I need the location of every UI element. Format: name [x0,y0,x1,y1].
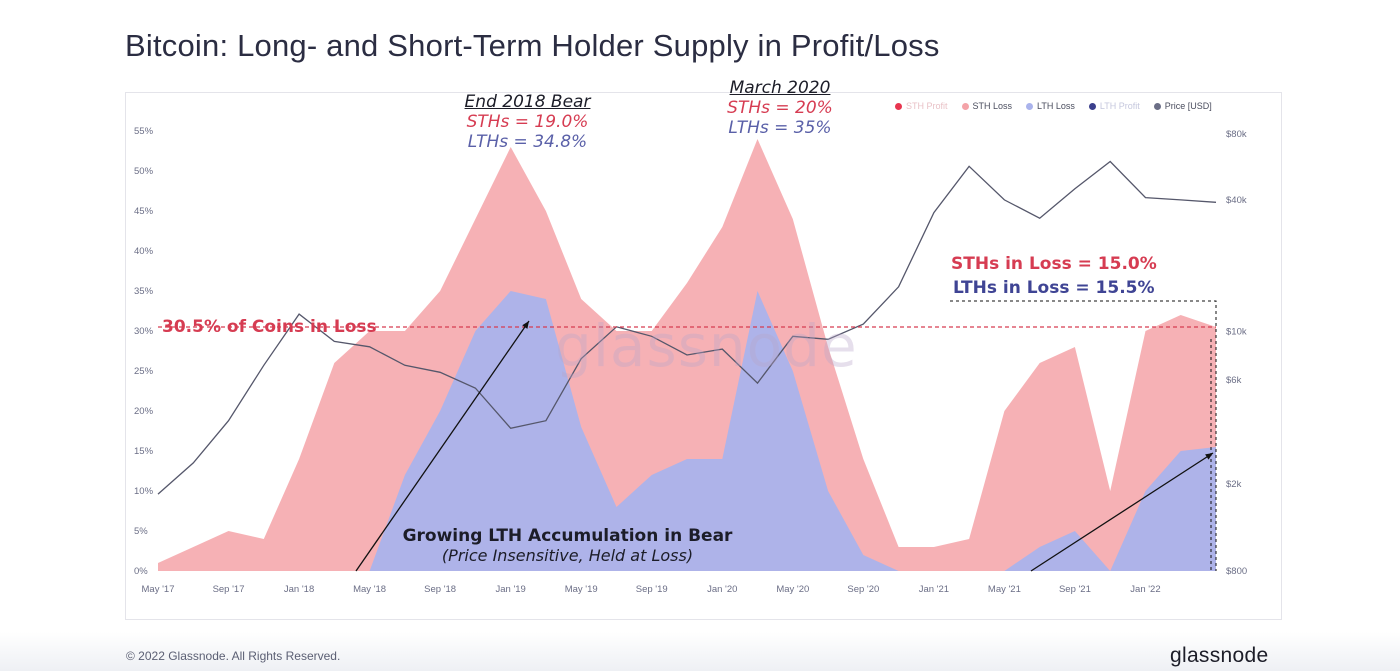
x-tick-label: May '17 [142,584,175,595]
lth-loss-area [158,291,1216,571]
x-tick-label: Jan '21 [919,584,949,595]
y-right-tick-label: $6k [1226,375,1242,386]
legend-swatch-lth-loss [1026,102,1034,110]
chart-panel: 0% 5% 10% 15% 20% 25% 30% 35% 40% 45% 50% 55% $800 $2… [125,92,1282,620]
x-tick-label: Sep '19 [636,584,668,595]
y-left-tick-label: 0% [134,566,148,577]
annotation-march-2020-sth: STHs = 20% [727,98,833,118]
legend-label-sth-loss: STH Loss [972,101,1013,111]
footer-bar [0,632,1400,671]
lth-loss-now-label: LTHs in Loss = 15.5% [953,278,1155,298]
legend-item-lth-loss[interactable]: LTH Loss [1026,101,1075,111]
chart-svg: 0% 5% 10% 15% 20% 25% 30% 35% 40% 45% 50% 55% $800 $2… [134,126,1247,595]
x-tick-label: Jan '20 [707,584,737,595]
bear-accumulation-title: Growing LTH Accumulation in Bear [402,526,733,546]
legend-swatch-lth-profit [1088,102,1096,110]
legend-swatch-sth-loss [961,102,969,110]
annotation-march-2020: March 2020 STHs = 20% LTHs = 35% [705,78,855,138]
x-tick-label: Jan '18 [284,584,314,595]
y-right-tick-label: $2k [1226,479,1242,490]
legend-label-lth-profit: LTH Profit [1099,101,1140,111]
y-left-tick-label: 50% [134,166,154,177]
y-left-tick-label: 20% [134,406,154,417]
coins-in-loss-label: 30.5% of Coins in Loss [162,317,377,337]
y-left-tick-label: 40% [134,246,154,257]
x-tick-label: May '18 [353,584,386,595]
legend-label-sth-profit: STH Profit [906,101,948,111]
x-tick-label: May '20 [776,584,809,595]
y-left-tick-label: 55% [134,126,154,137]
x-tick-label: Sep '17 [213,584,245,595]
legend-swatch-sth-profit [895,102,902,110]
recent-accumulation-arrow [1030,452,1214,572]
y-left-tick-label: 5% [134,526,148,537]
legend-label-price: Price [USD] [1164,101,1212,111]
y-right-tick-label: $80k [1226,129,1247,140]
bear-accumulation-arrow-head [522,321,529,329]
y-left-tick-label: 35% [134,286,154,297]
annotation-end-2018: End 2018 Bear STHs = 19.0% LTHs = 34.8% [440,92,615,152]
price-line [157,160,1217,495]
bear-accumulation-subtitle: (Price Insensitive, Held at Loss) [441,546,694,565]
x-tick-label: May '19 [565,584,598,595]
legend-item-lth-profit[interactable]: LTH Profit [1088,101,1140,111]
x-tick-label: Jan '19 [495,584,525,595]
legend-swatch-price [1153,102,1161,110]
y-left-tick-label: 15% [134,446,154,457]
legend-label-lth-loss: LTH Loss [1037,101,1075,111]
legend-item-sth-profit[interactable]: STH Profit [895,101,948,111]
y-right-tick-label: $40k [1226,195,1247,206]
x-tick-label: May '21 [988,584,1021,595]
legend-item-sth-loss[interactable]: STH Loss [961,101,1013,111]
y-left-tick-label: 30% [134,326,154,337]
bear-accumulation-note: Growing LTH Accumulation in Bear (Price … [385,526,750,565]
legend-item-price[interactable]: Price [USD] [1153,101,1212,111]
y-left-tick-label: 10% [134,486,154,497]
y-right-tick-label: $10k [1226,326,1247,337]
sth-loss-now-label: STHs in Loss = 15.0% [951,254,1157,274]
y-left-tick-label: 25% [134,366,154,377]
brand-logo: glassnode [1170,644,1269,667]
y-right-tick-label: $800 [1226,566,1247,577]
annotation-march-2020-lth: LTHs = 35% [728,118,832,138]
x-tick-label: Sep '21 [1059,584,1091,595]
watermark: glassnode [555,312,858,380]
chart-legend: STH Profit STH Loss LTH Loss LTH Profit … [895,101,1212,111]
x-tick-label: Sep '20 [847,584,879,595]
annotation-march-2020-title: March 2020 [729,78,831,98]
annotation-end-2018-lth: LTHs = 34.8% [467,132,588,152]
x-tick-label: Sep '18 [424,584,456,595]
lth-loss-bracket [950,300,1217,571]
bear-accumulation-arrow [355,320,530,572]
copyright-text: © 2022 Glassnode. All Rights Reserved. [126,649,341,663]
x-tick-label: Jan '22 [1130,584,1160,595]
y-left-tick-label: 45% [134,206,154,217]
annotation-end-2018-title: End 2018 Bear [464,92,591,112]
page-title: Bitcoin: Long- and Short-Term Holder Sup… [125,28,940,63]
annotation-end-2018-sth: STHs = 19.0% [466,112,589,132]
